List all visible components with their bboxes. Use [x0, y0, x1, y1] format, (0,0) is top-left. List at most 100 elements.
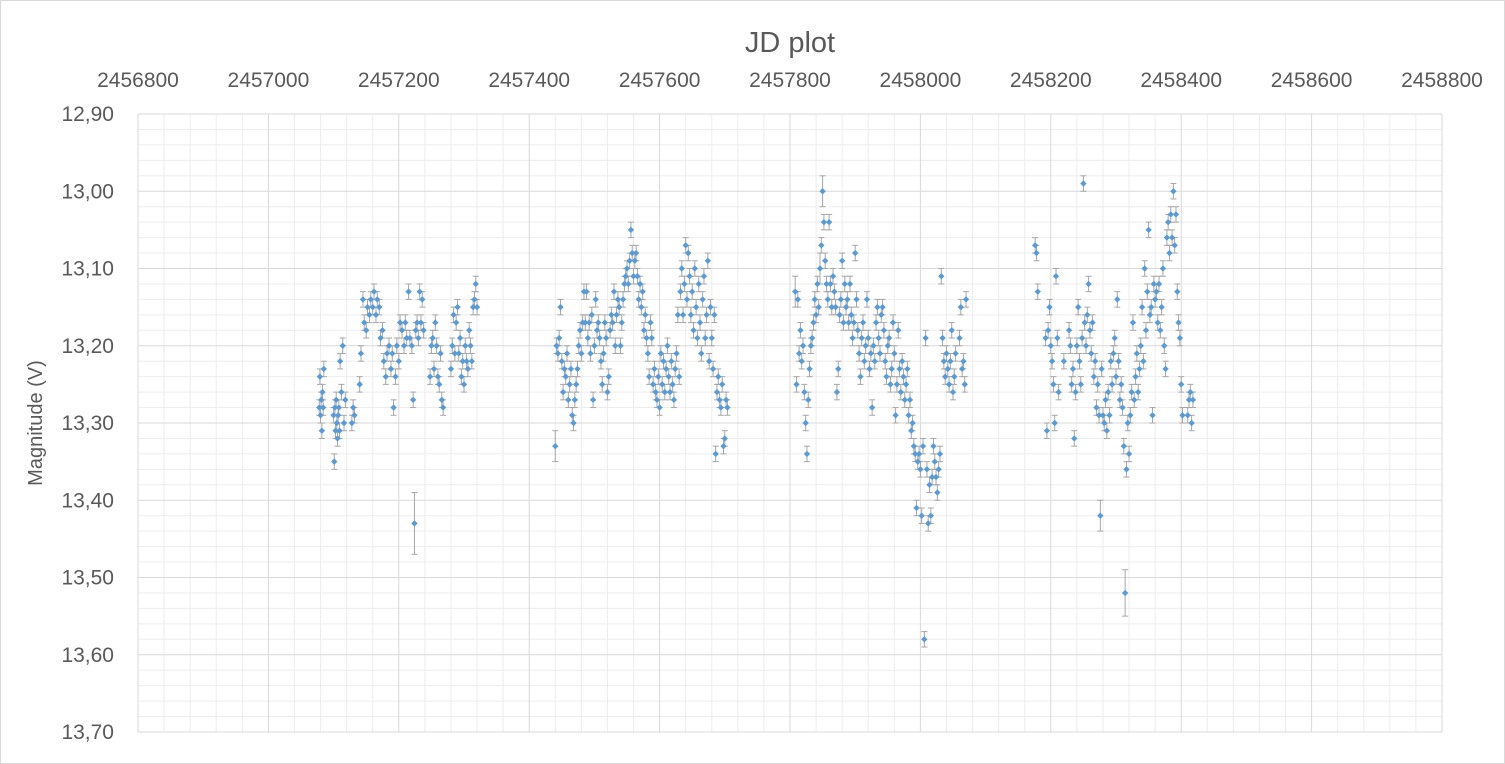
data-point — [364, 303, 371, 311]
data-point — [473, 303, 481, 311]
data-point — [1051, 419, 1058, 427]
data-point — [555, 334, 563, 342]
data-point — [913, 504, 920, 512]
data-point — [455, 350, 462, 357]
data-point — [413, 319, 421, 326]
data-point — [669, 381, 676, 388]
data-point — [947, 358, 954, 365]
data-point — [906, 396, 914, 404]
data-point — [458, 373, 465, 380]
data-point — [604, 388, 611, 396]
data-point — [459, 358, 466, 365]
data-point — [361, 319, 368, 326]
data-point — [889, 319, 897, 326]
data-point — [848, 311, 855, 319]
data-point — [634, 273, 641, 280]
data-point — [915, 450, 923, 458]
data-point — [870, 342, 877, 349]
data-point — [434, 373, 442, 380]
data-point — [846, 280, 854, 288]
data-point — [400, 342, 408, 349]
data-point — [681, 280, 688, 288]
data-point — [698, 350, 705, 357]
data-point — [1136, 365, 1143, 373]
data-point — [1078, 334, 1086, 342]
data-point — [1085, 280, 1092, 288]
data-point — [578, 350, 585, 357]
data-point — [1044, 327, 1052, 334]
data-point — [908, 427, 915, 434]
data-point — [466, 327, 473, 334]
data-point — [559, 388, 567, 396]
data-point — [887, 381, 894, 388]
data-point — [1151, 296, 1159, 303]
data-point — [824, 296, 832, 303]
data-point — [670, 396, 678, 404]
data-point — [339, 342, 346, 349]
data-point — [553, 342, 560, 349]
data-point — [884, 342, 891, 349]
data-point — [379, 327, 386, 334]
data-point — [917, 466, 924, 473]
data-point — [412, 327, 419, 334]
data-point — [960, 358, 967, 365]
data-point — [331, 458, 338, 465]
data-point — [626, 257, 633, 264]
data-point — [382, 373, 389, 380]
data-point — [678, 265, 685, 272]
data-point — [1110, 350, 1117, 357]
data-point — [722, 396, 730, 404]
data-point — [454, 303, 461, 311]
data-point — [1094, 381, 1101, 388]
data-point — [613, 311, 620, 319]
data-point — [818, 242, 825, 249]
data-point — [801, 388, 808, 396]
data-point — [336, 358, 344, 365]
data-point — [387, 365, 395, 373]
data-point — [859, 319, 867, 326]
data-point — [565, 396, 572, 404]
data-point — [709, 365, 717, 373]
data-point — [469, 303, 477, 311]
data-point — [464, 365, 472, 373]
data-point — [902, 381, 910, 388]
data-point — [359, 296, 367, 303]
data-point — [692, 303, 700, 311]
data-point — [640, 327, 648, 334]
data-point — [1119, 404, 1126, 411]
data-point — [398, 327, 406, 334]
data-point — [575, 342, 582, 349]
chart-title: JD plot — [745, 27, 835, 59]
y-tick-label: 13,40 — [61, 489, 114, 512]
data-point — [803, 450, 811, 458]
data-point — [638, 303, 645, 311]
data-point — [823, 280, 830, 288]
data-point — [1178, 381, 1185, 388]
data-point — [892, 412, 899, 419]
data-point — [471, 296, 478, 303]
data-point — [883, 373, 890, 380]
data-point — [330, 412, 337, 419]
data-point — [879, 303, 886, 311]
data-point — [961, 381, 968, 388]
data-point — [1144, 288, 1151, 295]
data-point — [833, 388, 841, 396]
data-point — [1189, 396, 1197, 404]
data-point — [642, 311, 649, 319]
data-point — [614, 296, 622, 303]
data-point — [659, 381, 666, 388]
data-point — [827, 280, 834, 288]
data-point — [1074, 303, 1082, 311]
data-point — [592, 296, 599, 303]
major-gridlines — [137, 113, 1443, 733]
data-point — [587, 350, 594, 357]
data-point — [396, 319, 404, 326]
data-point — [372, 311, 380, 319]
data-point — [1052, 273, 1060, 280]
data-point — [656, 404, 663, 411]
data-point — [875, 334, 882, 342]
data-point — [805, 396, 812, 404]
data-point — [395, 358, 402, 365]
data-point — [1098, 365, 1105, 373]
data-point — [691, 265, 699, 272]
